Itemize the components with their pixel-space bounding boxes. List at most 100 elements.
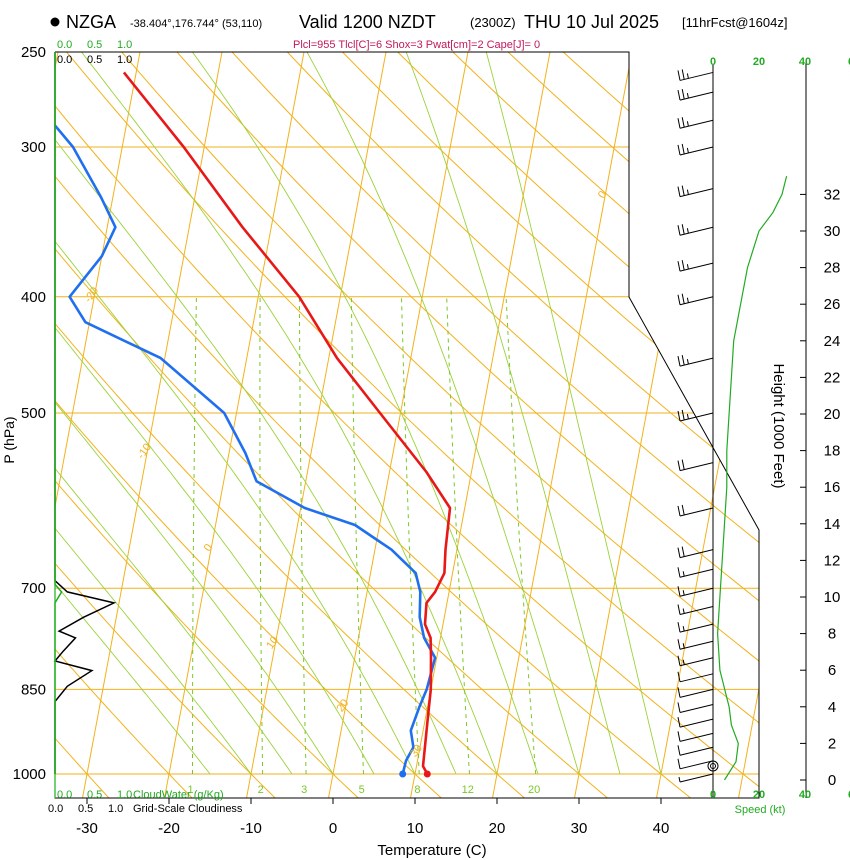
dry-adiabat	[321, 52, 759, 798]
moist-adiabat	[397, 52, 621, 775]
wind-barb	[677, 622, 714, 633]
isotherm-line	[491, 52, 637, 798]
cloudwater-bottom-tick: 1.0	[117, 789, 132, 801]
wind-barb	[677, 671, 714, 683]
wind-barb-flag	[677, 622, 681, 633]
cloudiness-bottom-tick: 1.0	[108, 803, 123, 815]
cloudiness-bottom-tick: 0.5	[78, 803, 93, 815]
isotherm-label: 0	[596, 189, 609, 201]
wind-barb-flag	[677, 567, 681, 578]
wind-barb	[677, 745, 714, 756]
mixing-ratio-label: 5	[359, 784, 365, 796]
pressure-tick-label: 850	[21, 681, 46, 698]
x-axis-title: Temperature (C)	[377, 842, 486, 859]
isotherm-label: -10	[135, 441, 154, 461]
cloudwater-bottom-tick: 0.5	[87, 789, 102, 801]
wind-barb-flag	[677, 356, 681, 367]
speed-top-tick: 0	[710, 56, 716, 68]
wind-barb-flag	[677, 586, 681, 597]
isotherm-line	[327, 52, 473, 798]
dewpoint-profile-line	[55, 71, 437, 775]
wind-barb-flag	[677, 89, 681, 101]
moist-adiabat	[64, 52, 498, 775]
wind-barb-shaft	[679, 746, 714, 756]
cloudiness-top-tick: 0.0	[57, 54, 72, 66]
y-axis-title: P (hPa)	[1, 416, 17, 463]
wind-barb-flag	[677, 687, 681, 698]
wind-barb-flag	[677, 505, 681, 517]
cloudiness-axis-title: Grid-Scale Cloudiness	[133, 803, 243, 815]
dry-adiabat	[267, 52, 759, 798]
dry-adiabat	[55, 52, 194, 798]
x-tick-label: -30	[76, 820, 98, 837]
wind-barb-half-flag	[686, 359, 689, 365]
x-tick-label: 10	[407, 820, 424, 837]
dry-adiabat	[55, 52, 610, 798]
pressure-tick-label: 250	[21, 44, 46, 61]
wind-barb-flag	[677, 731, 681, 742]
isotherm-label: 30	[408, 743, 425, 760]
wind-barb-half-flag	[682, 590, 685, 596]
mixing-ratio-line	[192, 296, 197, 774]
surface-dewpoint-dot	[399, 770, 407, 778]
station-dot	[50, 17, 60, 27]
speed-top-tick: 20	[753, 56, 765, 68]
station-coords: -38.404°,176.744° (53,110)	[130, 18, 262, 30]
wind-barb-half-flag	[682, 608, 685, 614]
surface-temperature-dot	[423, 770, 431, 778]
pressure-tick-label: 1000	[13, 766, 46, 783]
wind-barb-shaft	[679, 357, 714, 367]
wind-barb-shaft	[679, 91, 714, 101]
dry-adiabat	[212, 52, 759, 798]
wind-barb	[677, 731, 714, 742]
speed-axis-title: Speed (kt)	[735, 804, 786, 816]
wind-barb-flag	[681, 224, 685, 235]
x-tick-label: 40	[653, 820, 670, 837]
wind-barb-half-flag	[686, 147, 689, 154]
x-tick-label: -20	[158, 820, 180, 837]
wind-barb	[677, 409, 714, 422]
cloudwater-top-tick: 0.0	[57, 39, 72, 51]
wind-barb-flag	[677, 717, 681, 728]
wind-barb-half-flag	[686, 228, 689, 234]
wind-barb	[677, 586, 714, 597]
mixing-ratio-label: 2	[258, 784, 264, 796]
wind-barb-shaft	[679, 732, 714, 742]
height-tick-label: 16	[824, 479, 841, 496]
wind-barb	[677, 655, 714, 667]
utc-time: (2300Z)	[470, 15, 516, 30]
wind-barb	[677, 260, 714, 272]
moist-adiabat	[55, 52, 416, 775]
pressure-tick-label: 500	[21, 405, 46, 422]
speed-bottom-tick: 20	[753, 789, 765, 801]
wind-barb-flag	[681, 355, 685, 366]
wind-barb-half-flag	[686, 121, 689, 127]
isotherm-label: 20	[335, 697, 352, 714]
wind-barb-shaft	[679, 462, 714, 472]
speed-bottom-tick: 40	[799, 789, 811, 801]
mixing-ratio-line	[350, 296, 364, 775]
wind-barb-flag	[681, 69, 685, 80]
wind-barb-shaft	[679, 296, 714, 306]
wind-barb-flag	[677, 702, 681, 713]
cloudwater-axis-title: CloudWater (g/Kg)	[133, 789, 224, 801]
valid-time: Valid 1200 NZDT	[299, 12, 436, 32]
height-tick-label: 8	[828, 626, 836, 643]
calm-wind-circle	[707, 760, 719, 772]
wind-barb-shaft	[679, 606, 714, 616]
wind-barb	[677, 69, 714, 81]
wind-barb-flag	[677, 758, 681, 769]
mixing-ratio-label: 3	[301, 784, 307, 796]
wind-barb-half-flag	[686, 297, 689, 303]
pressure-tick-label: 700	[21, 580, 46, 597]
wind-barb-shaft	[679, 623, 714, 633]
x-tick-label: 20	[489, 820, 506, 837]
wind-barb	[677, 546, 714, 559]
height-tick-label: 18	[824, 443, 841, 460]
wind-barb-shaft	[679, 226, 714, 236]
wind-barb-flag	[677, 186, 681, 197]
height-tick-label: 6	[828, 662, 836, 679]
valid-date: THU 10 Jul 2025	[524, 12, 659, 32]
